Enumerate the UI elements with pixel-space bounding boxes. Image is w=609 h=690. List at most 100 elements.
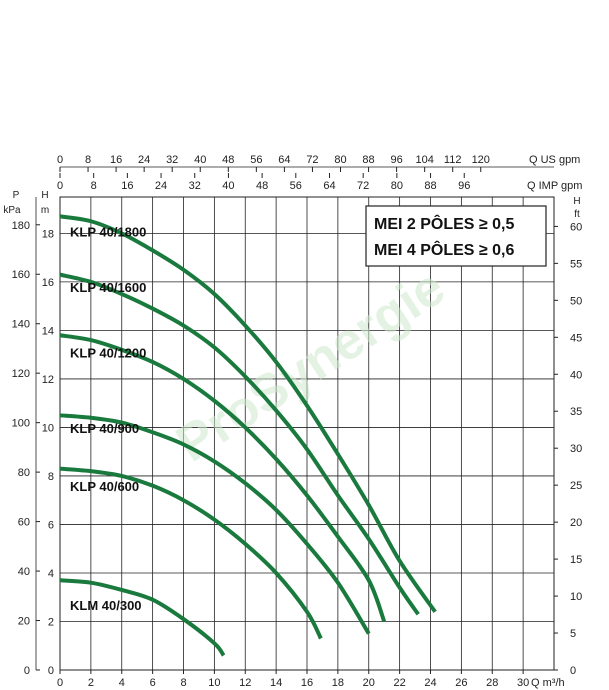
top-imp-tick-label: 48 — [256, 180, 268, 192]
kpa-axis-title-p: P — [13, 190, 20, 201]
curve-label-1: KLP 40/1600 — [70, 280, 146, 295]
kpa-tick-label: 140 — [12, 319, 30, 331]
x-tick-label: 8 — [180, 677, 186, 689]
ft-tick-label: 25 — [570, 480, 582, 492]
ft-tick-label: 55 — [570, 258, 582, 270]
curve-klp-40-600 — [59, 466, 323, 640]
curve-klp-40-1200 — [59, 333, 387, 623]
mei-annotation: MEI 2 PÔLES ≥ 0,5 MEI 4 PÔLES ≥ 0,6 — [365, 205, 547, 267]
m-tick-label: 18 — [42, 228, 54, 240]
ft-tick-label: 5 — [570, 628, 576, 640]
top-imp-tick-label: 56 — [290, 180, 302, 192]
ft-tick-label: 45 — [570, 332, 582, 344]
ft-axis-title-unit: ft — [574, 209, 580, 220]
top-imp-tick-label: 24 — [155, 180, 167, 192]
curve-label-5: KLM 40/300 — [70, 598, 142, 613]
ft-tick-label: 20 — [570, 517, 582, 529]
ft-axis-title-h: H — [573, 196, 580, 207]
x-tick-label: 14 — [270, 677, 282, 689]
ft-tick-label: 0 — [570, 665, 576, 677]
x-tick-label: 30 — [517, 677, 529, 689]
mei-line-2: MEI 4 PÔLES ≥ 0,6 — [374, 240, 514, 259]
top-us-axis-title: Q US gpm — [529, 154, 580, 166]
ft-tick-label: 30 — [570, 443, 582, 455]
kpa-axis-title-unit: kPa — [3, 205, 21, 216]
top-us-tick-label: 0 — [57, 154, 63, 166]
top-us-tick-label: 24 — [138, 154, 150, 166]
ft-tick-label: 60 — [570, 221, 582, 233]
top-imp-tick-label: 80 — [391, 180, 403, 192]
x-tick-label: 16 — [301, 677, 313, 689]
top-us-tick-label: 56 — [250, 154, 262, 166]
curve-klp-40-1600 — [59, 272, 420, 616]
m-tick-label: 10 — [42, 422, 54, 434]
m-tick-label: 2 — [48, 616, 54, 628]
top-us-tick-label: 72 — [306, 154, 318, 166]
kpa-tick-label: 60 — [18, 517, 30, 529]
top-imp-axis-title: Q IMP gpm — [527, 180, 582, 192]
kpa-tick-label: 120 — [12, 368, 30, 380]
curve-klm-40-300 — [59, 578, 226, 657]
kpa-tick-label: 20 — [18, 616, 30, 628]
top-imp-tick-label: 32 — [189, 180, 201, 192]
top-us-tick-label: 64 — [278, 154, 290, 166]
top-us-tick-label: 48 — [222, 154, 234, 166]
top-imp-tick-label: 8 — [91, 180, 97, 192]
top-us-tick-label: 96 — [390, 154, 402, 166]
curve-klp-40-900 — [59, 413, 371, 635]
ft-tick-label: 15 — [570, 554, 582, 566]
m-tick-label: 14 — [42, 325, 54, 337]
top-imp-tick-label: 40 — [222, 180, 234, 192]
kpa-tick-label: 40 — [18, 566, 30, 578]
x-tick-label: 0 — [57, 677, 63, 689]
top-us-tick-label: 40 — [194, 154, 206, 166]
x-tick-label: 20 — [363, 677, 375, 689]
kpa-tick-label: 80 — [18, 467, 30, 479]
m-tick-label: 4 — [48, 568, 54, 580]
ft-tick-label: 50 — [570, 295, 582, 307]
x-axis-title: Q m³/h — [531, 677, 565, 689]
kpa-tick-label: 180 — [12, 220, 30, 232]
x-tick-label: 6 — [150, 677, 156, 689]
m-tick-label: 8 — [48, 471, 54, 483]
curve-klp-40-1800 — [59, 214, 437, 613]
x-tick-label: 24 — [424, 677, 436, 689]
mei-line-1: MEI 2 PÔLES ≥ 0,5 — [374, 214, 514, 233]
mei-box — [365, 205, 547, 267]
x-tick-label: 28 — [486, 677, 498, 689]
m-tick-label: 0 — [48, 665, 54, 677]
top-us-tick-label: 112 — [444, 154, 462, 166]
top-imp-tick-label: 72 — [357, 180, 369, 192]
x-tick-label: 12 — [239, 677, 251, 689]
top-imp-tick-label: 88 — [424, 180, 436, 192]
curve-label-4: KLP 40/600 — [70, 479, 139, 494]
m-tick-label: 12 — [42, 374, 54, 386]
ft-tick-label: 40 — [570, 369, 582, 381]
x-tick-label: 18 — [332, 677, 344, 689]
kpa-tick-label: 0 — [24, 665, 30, 677]
top-imp-tick-label: 16 — [121, 180, 133, 192]
curves — [59, 214, 437, 657]
top-us-tick-label: 120 — [472, 154, 490, 166]
curve-label-0: KLP 40/1800 — [70, 224, 146, 239]
top-us-tick-label: 16 — [110, 154, 122, 166]
m-axis-title-unit: m — [41, 205, 49, 216]
m-tick-label: 6 — [48, 519, 54, 531]
top-us-tick-label: 104 — [415, 154, 433, 166]
ft-tick-label: 35 — [570, 406, 582, 418]
x-tick-label: 22 — [394, 677, 406, 689]
curve-label-3: KLP 40/900 — [70, 421, 139, 436]
axes: 0 2 4 6 8 10 12 14 16 18 20 22 24 26 28 30 Q m³/h0 8 16 24 3… — [3, 154, 582, 689]
ft-tick-label: 10 — [570, 591, 582, 603]
top-imp-tick-label: 96 — [458, 180, 470, 192]
top-imp-tick-label: 0 — [57, 180, 63, 192]
curve-labels: KLP 40/1800 KLP 40/1600 KLP 40/1200 KLP 40/… — [70, 224, 146, 613]
x-tick-label: 10 — [208, 677, 220, 689]
x-tick-label: 26 — [455, 677, 467, 689]
top-us-tick-label: 32 — [166, 154, 178, 166]
top-imp-tick-label: 64 — [323, 180, 335, 192]
x-tick-label: 2 — [88, 677, 94, 689]
m-tick-label: 16 — [42, 277, 54, 289]
kpa-tick-label: 160 — [12, 269, 30, 281]
